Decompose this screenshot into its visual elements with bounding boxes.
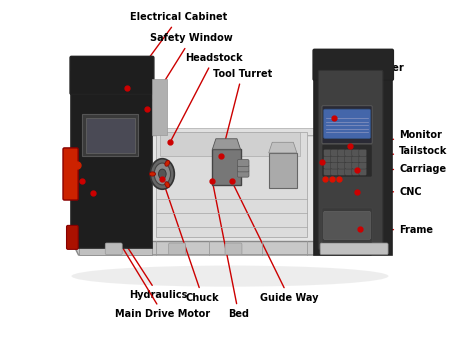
FancyBboxPatch shape: [322, 144, 372, 177]
FancyBboxPatch shape: [352, 168, 360, 175]
Polygon shape: [72, 241, 378, 255]
Ellipse shape: [165, 160, 170, 166]
FancyBboxPatch shape: [359, 168, 366, 175]
Text: Carriage: Carriage: [360, 164, 446, 174]
Polygon shape: [156, 132, 308, 237]
Text: Frame: Frame: [363, 225, 433, 235]
Ellipse shape: [72, 266, 389, 287]
FancyBboxPatch shape: [324, 155, 331, 163]
FancyBboxPatch shape: [345, 168, 353, 175]
FancyBboxPatch shape: [338, 155, 346, 163]
FancyBboxPatch shape: [319, 70, 383, 249]
Text: Guide Way: Guide Way: [233, 184, 319, 303]
FancyBboxPatch shape: [338, 149, 346, 156]
FancyBboxPatch shape: [331, 149, 338, 156]
Ellipse shape: [154, 163, 171, 185]
Polygon shape: [79, 135, 371, 241]
Polygon shape: [85, 118, 135, 153]
Ellipse shape: [158, 169, 166, 179]
Polygon shape: [314, 65, 392, 255]
Polygon shape: [82, 114, 138, 156]
FancyBboxPatch shape: [338, 162, 346, 169]
FancyBboxPatch shape: [313, 49, 393, 80]
Text: Tool Turret: Tool Turret: [213, 69, 272, 154]
Text: Cover: Cover: [336, 63, 404, 116]
Polygon shape: [153, 79, 166, 135]
FancyBboxPatch shape: [359, 162, 366, 169]
FancyBboxPatch shape: [359, 155, 366, 163]
FancyBboxPatch shape: [63, 148, 78, 200]
Ellipse shape: [149, 172, 155, 176]
FancyBboxPatch shape: [225, 243, 242, 255]
FancyBboxPatch shape: [322, 208, 372, 242]
FancyBboxPatch shape: [331, 162, 338, 169]
FancyBboxPatch shape: [352, 155, 360, 163]
FancyBboxPatch shape: [345, 149, 353, 156]
Polygon shape: [212, 139, 240, 149]
FancyBboxPatch shape: [320, 243, 388, 255]
FancyBboxPatch shape: [338, 168, 346, 175]
Polygon shape: [160, 132, 301, 156]
FancyBboxPatch shape: [324, 168, 331, 175]
Text: Electrical Cabinet: Electrical Cabinet: [129, 12, 228, 86]
FancyBboxPatch shape: [237, 165, 249, 172]
FancyBboxPatch shape: [66, 225, 78, 249]
Text: Main Drive Motor: Main Drive Motor: [83, 184, 210, 319]
Text: Tailstock: Tailstock: [324, 146, 447, 162]
FancyBboxPatch shape: [324, 162, 331, 169]
Text: Bed: Bed: [213, 184, 249, 319]
Polygon shape: [269, 153, 297, 188]
FancyBboxPatch shape: [169, 243, 186, 255]
FancyBboxPatch shape: [237, 159, 249, 166]
FancyBboxPatch shape: [345, 162, 353, 169]
Polygon shape: [72, 72, 153, 248]
FancyBboxPatch shape: [324, 211, 371, 240]
Ellipse shape: [165, 182, 170, 187]
Text: Safety Window: Safety Window: [149, 33, 233, 106]
FancyBboxPatch shape: [105, 243, 122, 255]
FancyBboxPatch shape: [324, 149, 331, 156]
Polygon shape: [79, 128, 371, 135]
Polygon shape: [269, 142, 297, 153]
FancyBboxPatch shape: [359, 149, 366, 156]
Text: CNC: CNC: [360, 187, 422, 197]
FancyBboxPatch shape: [322, 106, 372, 144]
FancyBboxPatch shape: [237, 170, 249, 177]
Text: Chuck: Chuck: [163, 182, 219, 303]
FancyBboxPatch shape: [324, 109, 371, 138]
FancyBboxPatch shape: [352, 162, 360, 169]
Text: Hydraulics: Hydraulics: [94, 196, 188, 300]
FancyBboxPatch shape: [345, 155, 353, 163]
FancyBboxPatch shape: [331, 155, 338, 163]
FancyBboxPatch shape: [331, 168, 338, 175]
Text: Monitor: Monitor: [353, 130, 442, 146]
Polygon shape: [79, 241, 153, 255]
FancyBboxPatch shape: [70, 56, 154, 94]
Text: Headstock: Headstock: [172, 53, 243, 140]
Polygon shape: [212, 149, 240, 185]
Ellipse shape: [150, 159, 174, 189]
FancyBboxPatch shape: [352, 149, 360, 156]
